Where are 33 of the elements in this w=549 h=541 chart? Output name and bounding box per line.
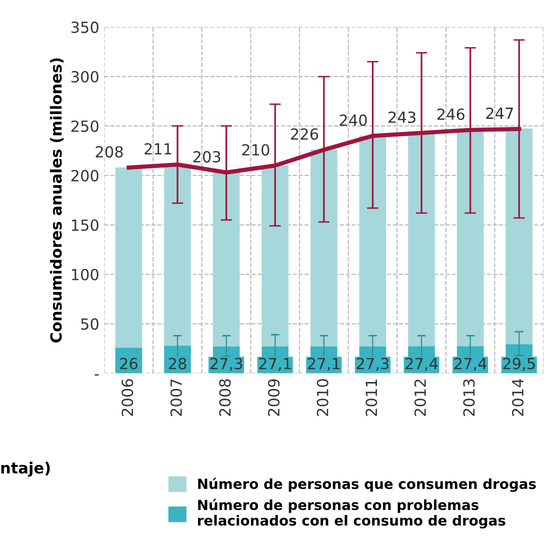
data-label: 240 [340,114,367,126]
data-label: 247 [486,107,513,119]
x-tick-label: 2008 [219,379,231,416]
data-label: 210 [242,144,270,156]
data-label: 26 [120,358,138,370]
y-tick-label: 250 [71,120,98,132]
data-label: 226 [291,128,318,140]
y-tick-label: 200 [71,170,98,182]
y-tick-label: 300 [71,70,98,83]
x-tick-label: 2006 [122,379,134,416]
data-label: 243 [388,111,416,123]
x-tick-label: 2011 [366,380,378,416]
y-tick-label: 100 [72,268,98,280]
legend-label: Número de personas que consumen drogas [198,478,536,492]
y-axis-title: Consumidores anuales (millones) [50,58,64,343]
data-label: 203 [193,151,220,163]
data-label: 211 [144,143,172,154]
y-tick-label: - [94,374,99,376]
text: ntaje) [1,462,50,477]
y-tick-label: 350 [71,22,98,34]
x-tick-label: 2009 [268,379,280,416]
x-tick-label: 2007 [170,379,182,416]
data-label: 208 [96,146,123,158]
x-tick-label: 2013 [463,379,475,416]
x-tick-label: 2012 [414,380,426,416]
data-label: 246 [437,108,464,120]
data-label: 29,5 [503,358,535,371]
legend-label: Número de personas con problemas relacionados con el consumo de drogas [198,498,506,528]
x-tick-label: 2010 [316,379,328,416]
x-tick-label: 2014 [512,379,524,416]
y-tick-label: 50 [81,318,98,330]
data-label: 28 [168,358,186,370]
y-tick-label: 150 [72,219,98,231]
